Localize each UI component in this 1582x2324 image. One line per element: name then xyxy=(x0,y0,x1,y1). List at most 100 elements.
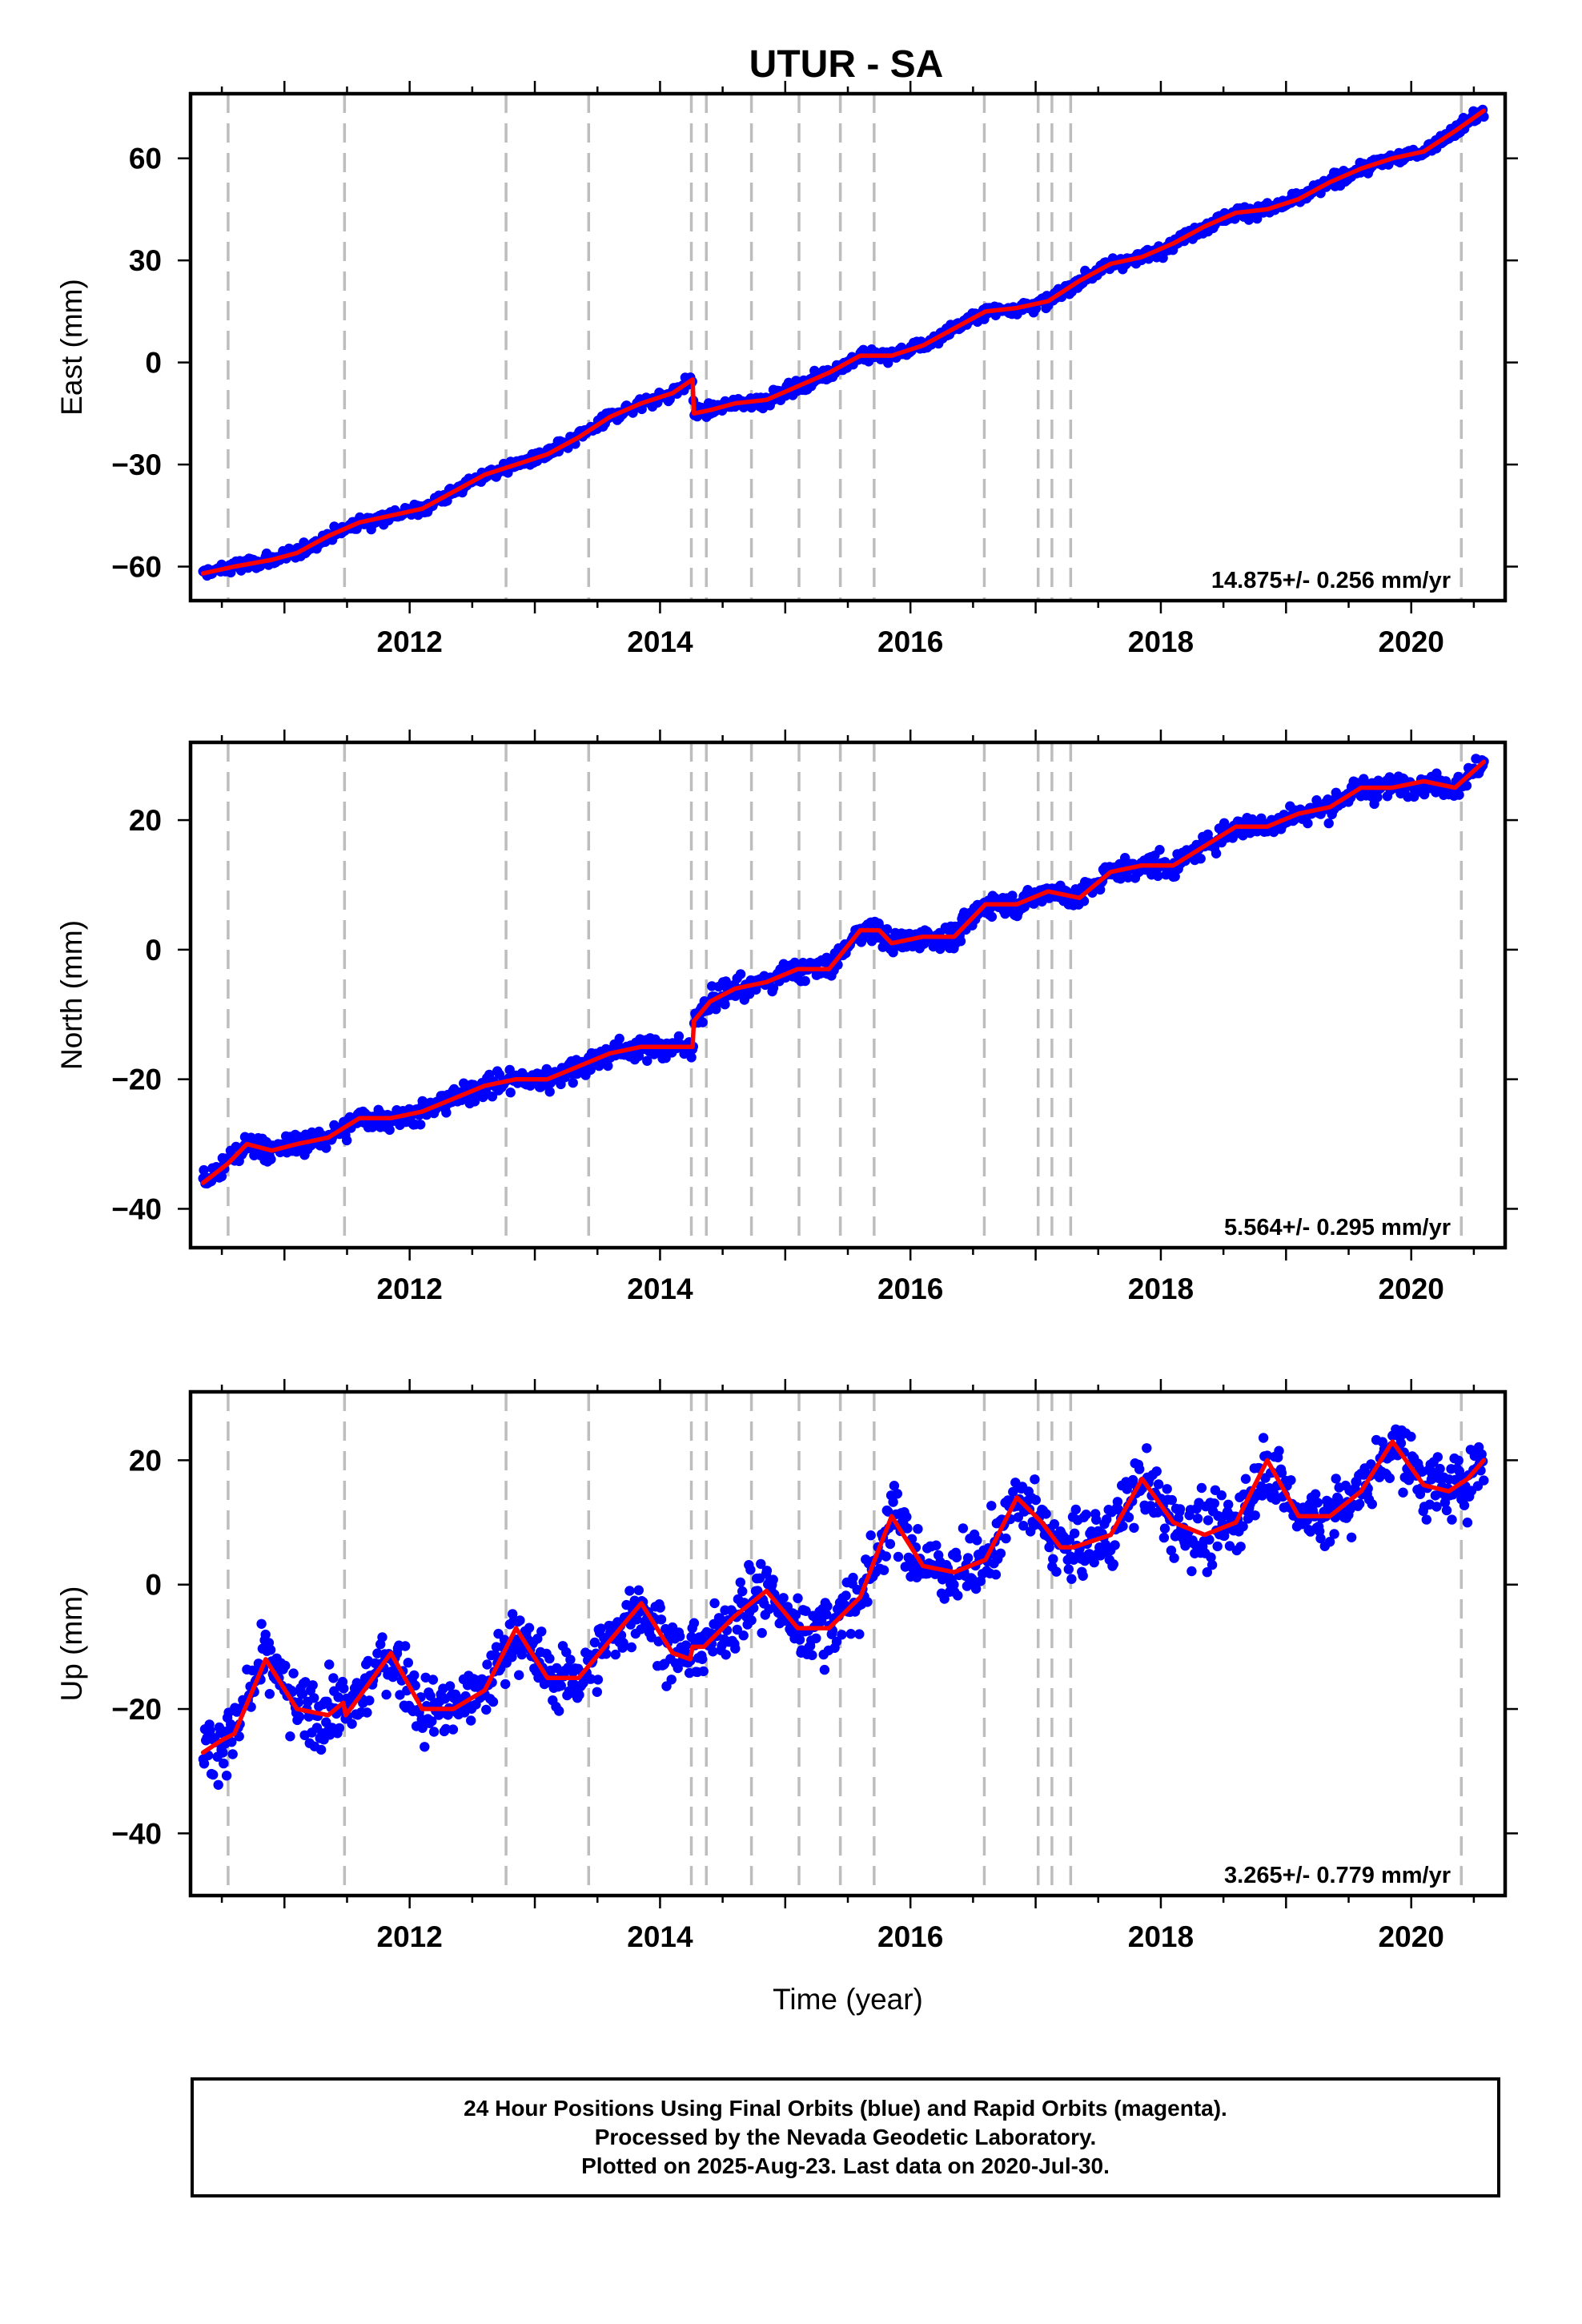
data-point xyxy=(1151,1466,1162,1477)
x-tick-label: 2020 xyxy=(1379,1273,1444,1305)
data-point xyxy=(603,1060,613,1072)
observation-points-north xyxy=(198,754,1489,1189)
footer-line-processor: Processed by the Nevada Geodetic Laborat… xyxy=(594,2125,1097,2149)
plot-area-north xyxy=(198,742,1489,1248)
y-tick-label: 30 xyxy=(129,244,162,277)
data-point xyxy=(444,1681,456,1691)
data-point xyxy=(1174,1504,1186,1514)
x-tick-label: 2018 xyxy=(1128,1273,1194,1305)
data-point xyxy=(199,1164,209,1176)
data-point xyxy=(1258,1433,1269,1443)
data-point xyxy=(1158,1532,1170,1543)
data-point xyxy=(1211,848,1222,859)
data-point xyxy=(913,1524,923,1534)
data-point xyxy=(221,1771,232,1781)
data-point xyxy=(697,1654,708,1664)
data-point xyxy=(778,1593,789,1603)
data-point xyxy=(1406,1431,1416,1442)
data-point xyxy=(1398,1487,1408,1498)
x-axis-label: Time (year) xyxy=(773,1983,923,2016)
data-point xyxy=(1238,1521,1248,1532)
data-point xyxy=(768,983,779,993)
data-point xyxy=(841,1590,851,1601)
data-point xyxy=(266,1154,276,1164)
data-point xyxy=(1262,1450,1273,1461)
data-point xyxy=(686,1052,697,1063)
x-tick-label: 2020 xyxy=(1379,625,1444,658)
data-point xyxy=(931,1540,942,1550)
data-point xyxy=(893,1551,904,1562)
data-point xyxy=(561,1647,572,1658)
data-point xyxy=(297,1689,308,1699)
data-point xyxy=(1018,1521,1029,1531)
data-point xyxy=(490,1650,500,1660)
data-point xyxy=(592,1675,604,1685)
data-point xyxy=(970,1583,982,1594)
data-point xyxy=(865,1530,876,1541)
data-point xyxy=(364,1695,375,1706)
data-point xyxy=(1196,1482,1207,1494)
data-point xyxy=(1202,1567,1213,1578)
data-point xyxy=(208,1769,219,1780)
x-tick-label: 2014 xyxy=(627,625,693,658)
y-tick-label: −60 xyxy=(111,551,162,584)
data-point xyxy=(888,1497,898,1507)
data-point xyxy=(918,939,930,949)
data-point xyxy=(544,1087,555,1097)
x-tick-label: 2012 xyxy=(377,625,443,658)
data-point xyxy=(256,1618,267,1630)
data-point xyxy=(889,1481,900,1491)
data-point xyxy=(347,1719,357,1729)
data-point xyxy=(1276,1468,1287,1478)
data-point xyxy=(400,1641,411,1651)
data-point xyxy=(1102,1514,1112,1525)
data-point xyxy=(862,1597,873,1607)
data-point xyxy=(1384,1473,1395,1484)
data-point xyxy=(377,1632,387,1642)
data-point xyxy=(1166,1494,1178,1506)
data-point xyxy=(420,1742,430,1752)
data-point xyxy=(1170,871,1180,882)
data-point xyxy=(1250,1510,1260,1521)
data-point xyxy=(1127,1474,1138,1486)
data-point xyxy=(629,1595,640,1606)
data-point xyxy=(596,1623,606,1634)
data-point xyxy=(219,1758,229,1769)
data-point xyxy=(1212,1541,1223,1552)
data-point xyxy=(1310,1489,1321,1499)
data-point xyxy=(821,1609,832,1620)
data-point xyxy=(1240,1474,1251,1484)
data-point xyxy=(1186,1566,1197,1577)
data-point xyxy=(1355,1498,1365,1510)
data-point xyxy=(1195,854,1206,864)
data-point xyxy=(440,1723,452,1735)
data-point xyxy=(1323,818,1334,829)
data-point xyxy=(1091,1514,1102,1526)
data-point xyxy=(585,1064,596,1076)
data-point xyxy=(881,924,893,935)
data-point xyxy=(589,1637,600,1648)
y-tick-label: −40 xyxy=(111,1192,162,1225)
data-point xyxy=(1421,1514,1432,1525)
data-point xyxy=(1108,1559,1119,1570)
plot-frame-up xyxy=(188,1389,1508,1898)
data-point xyxy=(675,1631,685,1642)
data-point xyxy=(246,1132,256,1143)
data-point xyxy=(1367,1499,1378,1510)
data-point xyxy=(216,1171,227,1182)
data-point xyxy=(738,1630,749,1641)
data-point xyxy=(568,1077,578,1088)
data-point xyxy=(403,1658,413,1668)
data-point xyxy=(481,1704,492,1715)
y-tick-label: 0 xyxy=(145,934,162,967)
data-point xyxy=(673,1031,685,1042)
y-tick-label: 20 xyxy=(129,1444,162,1477)
panel-east: 2012 2014 2016 2018 2020 −60 −30 0 30 60 East (mm)… xyxy=(55,81,1518,658)
data-point xyxy=(953,1590,963,1601)
data-point xyxy=(524,1622,535,1633)
y-tick-label: 60 xyxy=(129,143,162,175)
data-point xyxy=(949,1579,959,1590)
data-point xyxy=(1041,1509,1051,1519)
data-point xyxy=(642,1055,652,1066)
